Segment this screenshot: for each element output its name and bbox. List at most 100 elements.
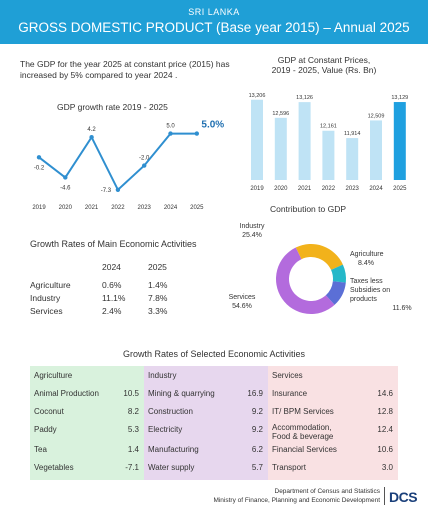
data-point	[36, 155, 42, 160]
table-row: Agriculture 0.6% 1.4%	[30, 280, 230, 292]
x-tick-label: 2022	[111, 205, 125, 211]
x-tick-label: 2022	[322, 186, 336, 192]
activity-name: Accommodation, Food & beverage	[272, 423, 334, 441]
growth-table-title: Growth Rates of Main Economic Activities	[30, 239, 197, 249]
data-point	[63, 175, 68, 180]
row-label: Industry	[30, 293, 61, 303]
slice-name-label: products	[350, 296, 377, 303]
x-tick-label: 2019	[250, 186, 264, 192]
activity-name: Manufacturing	[148, 445, 199, 454]
activity-name: Electricity	[148, 425, 183, 434]
activity-name: Transport	[272, 463, 306, 472]
activity-value: 5.7	[251, 463, 263, 472]
activity-value: -7.1	[125, 463, 139, 472]
list-item: Insurance 14.6	[268, 386, 398, 404]
activity-name: Vegetables	[34, 463, 74, 472]
country-label: SRI LANKA	[188, 7, 240, 17]
bar	[274, 117, 287, 180]
list-item: Manufacturing 6.2	[144, 442, 268, 460]
activity-value: 14.6	[377, 389, 393, 398]
row-label: Services	[30, 306, 63, 316]
data-point	[168, 131, 173, 136]
list-item: Financial Services 10.6	[268, 442, 398, 460]
x-tick-label: 2025	[393, 186, 407, 192]
activity-name: Mining & quarrying	[148, 389, 215, 398]
bar-value-label: 12,509	[368, 113, 385, 119]
bar-value-label: 12,596	[272, 111, 289, 117]
activity-value: 10.6	[377, 445, 393, 454]
table-row: Services 2.4% 3.3%	[30, 306, 230, 318]
activity-value: 8.2	[127, 407, 139, 416]
activity-name: Construction	[148, 407, 193, 416]
donut-slice	[325, 281, 346, 305]
slice-value-label: 25.4%	[242, 232, 262, 239]
x-tick-label: 2024	[369, 186, 383, 192]
slice-value-label: 8.4%	[358, 260, 374, 267]
x-tick-label: 2023	[138, 205, 152, 211]
list-item: Transport 3.0	[268, 460, 398, 478]
data-label: -2.0	[139, 156, 150, 162]
table-header-row: 2024 2025	[30, 262, 230, 274]
activity-value: 12.4	[377, 425, 393, 434]
gdp-growth-line-chart: GDP growth rate 2019 - 2025 -0.2 2019 -4.6 2…	[32, 102, 224, 211]
bar-value-label: 13,126	[296, 95, 313, 101]
donut-slice	[276, 247, 335, 314]
donut-chart-title: Contribution to GDP	[270, 204, 346, 214]
list-item: Electricity 9.2	[144, 422, 268, 440]
slice-name-label: Subsidies on	[350, 287, 390, 294]
footer-department: Department of Census and Statistics	[274, 488, 381, 495]
bar	[393, 102, 406, 180]
x-tick-label: 2023	[346, 186, 360, 192]
data-label: 5.0%	[201, 120, 224, 131]
table-row: Industry 11.1% 7.8%	[30, 293, 230, 305]
footer-divider	[384, 487, 385, 505]
slice-value-label: 54.6%	[232, 303, 252, 310]
column-header: 2024	[102, 262, 121, 272]
contribution-donut-chart: Contribution to GDP Industry 25.4% Agricult…	[229, 204, 412, 314]
line-chart-title: GDP growth rate 2019 - 2025	[57, 102, 168, 112]
intro-text: The GDP for the year 2025 at constant pr…	[20, 59, 230, 80]
column-header: Agriculture	[34, 371, 73, 380]
column-header: Services	[272, 371, 303, 380]
activity-value: 3.0	[381, 463, 393, 472]
list-item: Water supply 5.7	[144, 460, 268, 478]
activity-value: 9.2	[251, 425, 263, 434]
bar-value-label: 13,129	[391, 95, 408, 101]
activity-name: Water supply	[148, 463, 195, 472]
slice-name-label: Industry	[240, 223, 265, 230]
x-tick-label: 2025	[190, 205, 204, 211]
bar-chart-title: 2019 - 2025, Value (Rs. Bn)	[272, 65, 377, 75]
donut-slice	[331, 264, 346, 283]
activity-value: 10.5	[123, 389, 139, 398]
data-point	[194, 131, 199, 136]
bar	[370, 120, 382, 180]
cell-2025: 3.3%	[148, 306, 168, 316]
bar-chart-title: GDP at Constant Prices,	[278, 55, 370, 65]
x-tick-label: 2020	[274, 186, 288, 192]
cell-2024: 11.1%	[102, 293, 126, 303]
bar	[298, 102, 311, 180]
list-item: Construction 9.2	[144, 404, 268, 422]
slice-name-label: Agriculture	[350, 251, 384, 258]
data-label: -4.6	[60, 185, 71, 191]
data-point	[142, 163, 147, 168]
cell-2025: 1.4%	[148, 280, 168, 290]
bar-value-label: 13,206	[249, 93, 266, 99]
services-column: Services Insurance 14.6 IT/ BPM Services 1…	[268, 366, 398, 480]
x-tick-label: 2021	[85, 205, 99, 211]
list-item: Vegetables -7.1	[30, 460, 144, 478]
list-item: IT/ BPM Services 12.8	[268, 404, 398, 422]
row-label: Agriculture	[30, 280, 71, 290]
bar-value-label: 11,914	[344, 131, 360, 137]
selected-activities-title: Growth Rates of Selected Economic Activi…	[122, 349, 306, 359]
list-item: Accommodation, Food & beverage 12.4	[268, 420, 398, 441]
x-tick-label: 2020	[59, 205, 73, 211]
list-item: Tea 1.4	[30, 442, 144, 460]
x-tick-label: 2024	[164, 205, 178, 211]
activity-name: Animal Production	[34, 389, 99, 398]
agriculture-column: Agriculture Animal Production 10.5 Coconu…	[30, 366, 144, 480]
slice-name-label: Services	[229, 294, 256, 301]
data-point	[115, 187, 121, 192]
activity-name: Paddy	[34, 425, 57, 434]
data-point	[89, 135, 94, 140]
